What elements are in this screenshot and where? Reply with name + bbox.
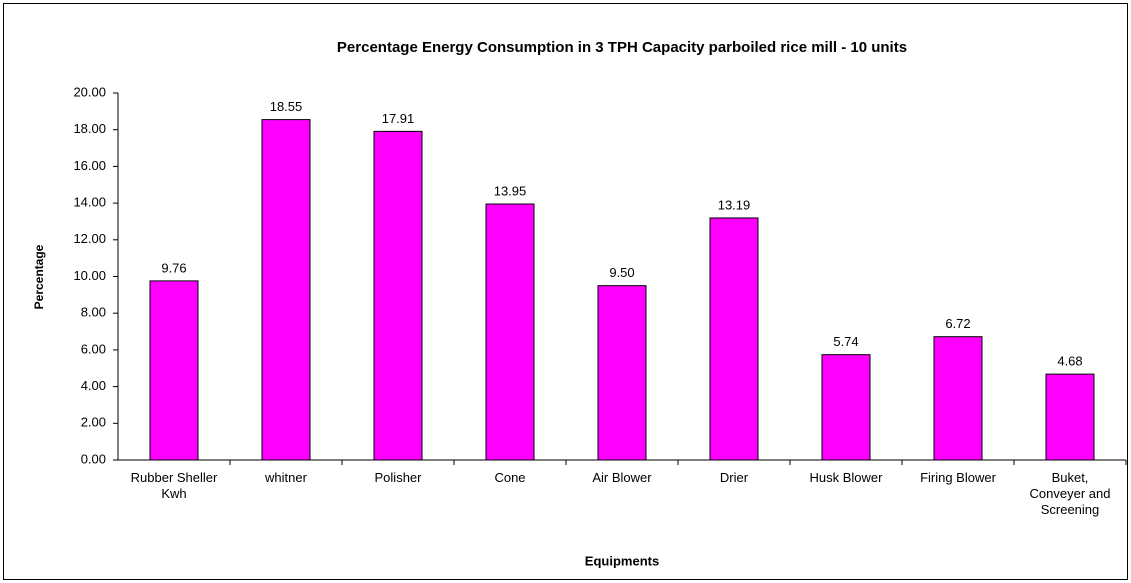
data-label: 9.50: [609, 265, 634, 280]
bar: [821, 354, 871, 461]
y-tick-label: 8.00: [81, 305, 106, 320]
data-label: 13.19: [718, 197, 751, 212]
data-label: 13.95: [494, 183, 527, 198]
x-tick-label: Firing Blower: [920, 470, 996, 485]
x-tick-label: Buket, Conveyer and Screening: [1029, 470, 1111, 517]
data-label: 9.76: [161, 260, 186, 275]
x-tick-label: Husk Blower: [809, 470, 883, 485]
bar: [261, 119, 311, 461]
bar: [1045, 373, 1095, 461]
x-tick-label: Cone: [494, 470, 526, 485]
y-tick-label: 6.00: [81, 341, 106, 356]
x-tick-label: whitner: [265, 470, 307, 485]
x-axis-label: Equipments: [585, 553, 659, 568]
x-tick-label: Air Blower: [592, 470, 652, 485]
y-tick-label: 0.00: [81, 451, 106, 466]
data-label: 5.74: [833, 334, 858, 349]
y-tick-label: 12.00: [73, 231, 106, 246]
y-tick-label: 18.00: [73, 121, 106, 136]
data-label: 4.68: [1057, 354, 1082, 369]
data-label: 6.72: [945, 316, 970, 331]
x-tick-label: Polisher: [374, 470, 422, 485]
chart-title: Percentage Energy Consumption in 3 TPH C…: [337, 39, 907, 56]
y-tick-label: 2.00: [81, 415, 106, 430]
bar: [485, 203, 535, 461]
y-tick-label: 4.00: [81, 378, 106, 393]
x-tick-label: Drier: [719, 470, 749, 485]
data-label: 17.91: [382, 111, 415, 126]
y-tick-label: 10.00: [73, 268, 106, 283]
x-tick-label: Rubber Sheller Kwh: [130, 470, 218, 501]
y-tick-label: 20.00: [73, 84, 106, 99]
bar: [709, 217, 759, 461]
bar: [149, 280, 199, 461]
bar: [597, 285, 647, 461]
y-tick-label: 14.00: [73, 195, 106, 210]
bar: [373, 130, 423, 461]
bar: [933, 336, 983, 461]
data-label: 18.55: [270, 99, 303, 114]
y-tick-label: 16.00: [73, 158, 106, 173]
y-axis-label: Percentage: [32, 244, 46, 309]
